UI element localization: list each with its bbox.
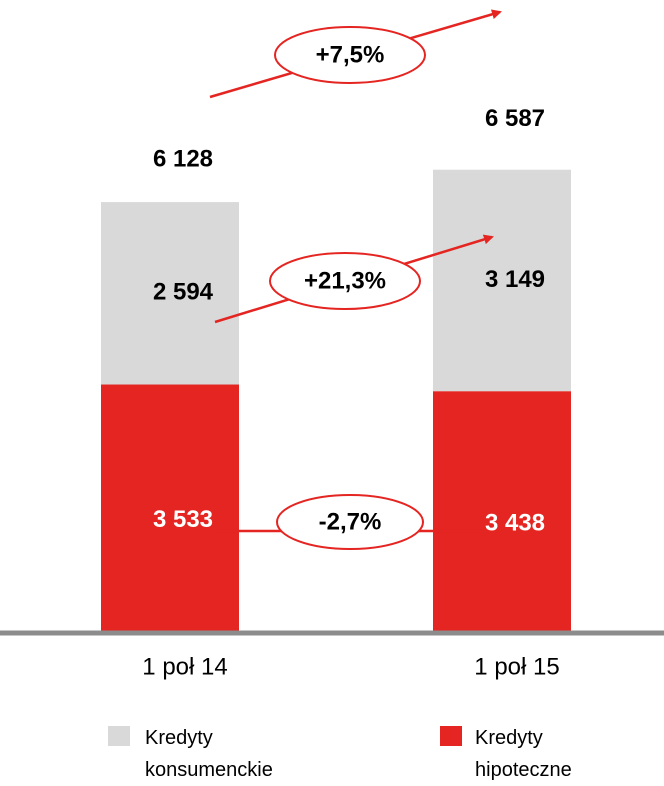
oval <box>274 26 426 84</box>
annotation: +21,3% <box>304 267 386 294</box>
annotations: +7,5% +21,3% -2,7% <box>209 9 502 550</box>
oval <box>269 252 421 310</box>
annotation: +7,5% <box>316 41 385 68</box>
value-label: 3 149 <box>485 266 545 293</box>
bar-segment <box>101 384 239 633</box>
value-label: 3 533 <box>153 506 213 533</box>
x-tick-label: 1 poł 15 <box>474 653 559 680</box>
legend-label: Kredyty hipoteczne <box>475 727 572 781</box>
total-label: 6 128 <box>153 145 213 172</box>
value-label: 2 594 <box>153 279 214 306</box>
bar-segment <box>433 169 571 392</box>
total-label: 6 587 <box>485 105 545 132</box>
legend-swatch <box>108 726 130 746</box>
oval <box>276 494 424 550</box>
bar-segment <box>433 391 571 633</box>
x-tick-label: 1 poł 14 <box>142 653 227 680</box>
bar-segment <box>101 202 239 385</box>
legend-label: Kredyty konsumenckie <box>145 727 273 781</box>
bars <box>101 169 571 633</box>
chart: +7,5% +21,3% -2,7% 3 533 2 594 6 128 1 poł … <box>0 9 664 680</box>
legend-swatch <box>440 726 462 746</box>
annotation: -2,7% <box>319 508 382 535</box>
value-label: 3 438 <box>485 509 545 536</box>
